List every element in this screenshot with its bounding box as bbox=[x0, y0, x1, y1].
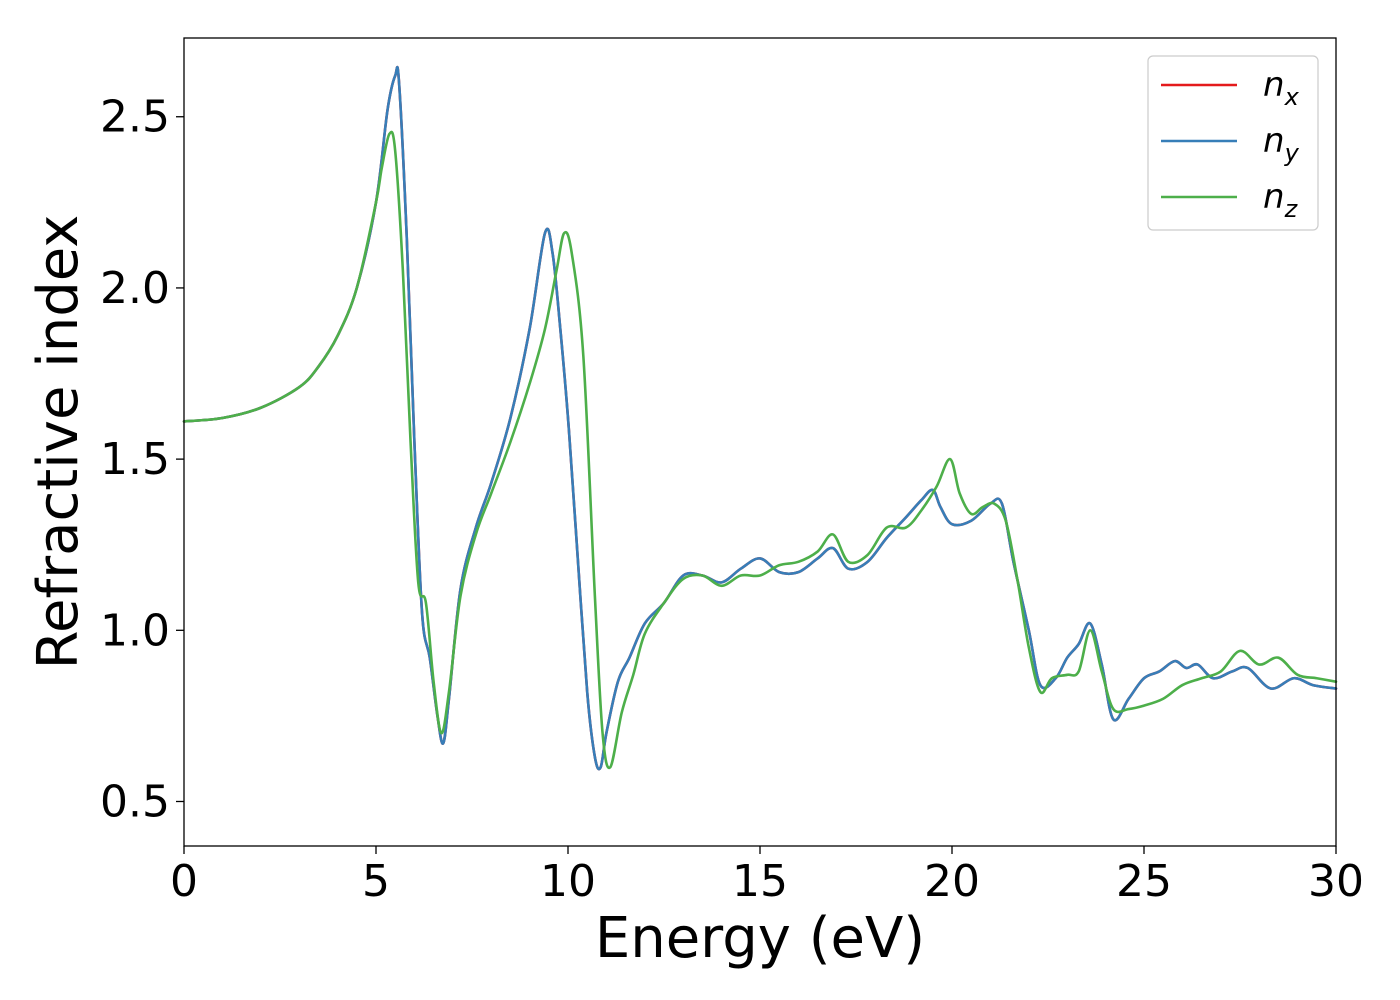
x-axis-ticks: 0 5 10 15 20 25 30 bbox=[170, 846, 1364, 907]
y-tick-label: 1.5 bbox=[100, 434, 170, 485]
x-axis-label: Energy (eV) bbox=[595, 906, 925, 971]
y-tick-label: 2.5 bbox=[100, 92, 170, 143]
legend-label-ny: ny bbox=[1263, 121, 1300, 167]
legend-label-nx: nx bbox=[1263, 65, 1300, 111]
legend: nx ny nz bbox=[1147, 55, 1319, 231]
x-tick-label: 0 bbox=[170, 856, 198, 907]
x-tick-label: 25 bbox=[1116, 856, 1172, 907]
x-tick-label: 20 bbox=[924, 856, 980, 907]
x-tick-label: 30 bbox=[1308, 856, 1364, 907]
x-tick-label: 5 bbox=[362, 856, 390, 907]
x-tick-label: 10 bbox=[540, 856, 596, 907]
x-tick-label: 15 bbox=[732, 856, 788, 907]
series-layer bbox=[182, 66, 1338, 771]
y-tick-label: 1.0 bbox=[100, 605, 170, 656]
y-tick-label: 0.5 bbox=[100, 776, 170, 827]
y-axis-ticks: 0.5 1.0 1.5 2.0 2.5 bbox=[100, 92, 184, 827]
legend-frame bbox=[1147, 55, 1319, 231]
series-line-nz bbox=[182, 130, 1338, 770]
y-axis-label: Refractive index bbox=[26, 215, 91, 670]
legend-label-nz: nz bbox=[1263, 177, 1299, 223]
y-tick-label: 2.0 bbox=[100, 263, 170, 314]
